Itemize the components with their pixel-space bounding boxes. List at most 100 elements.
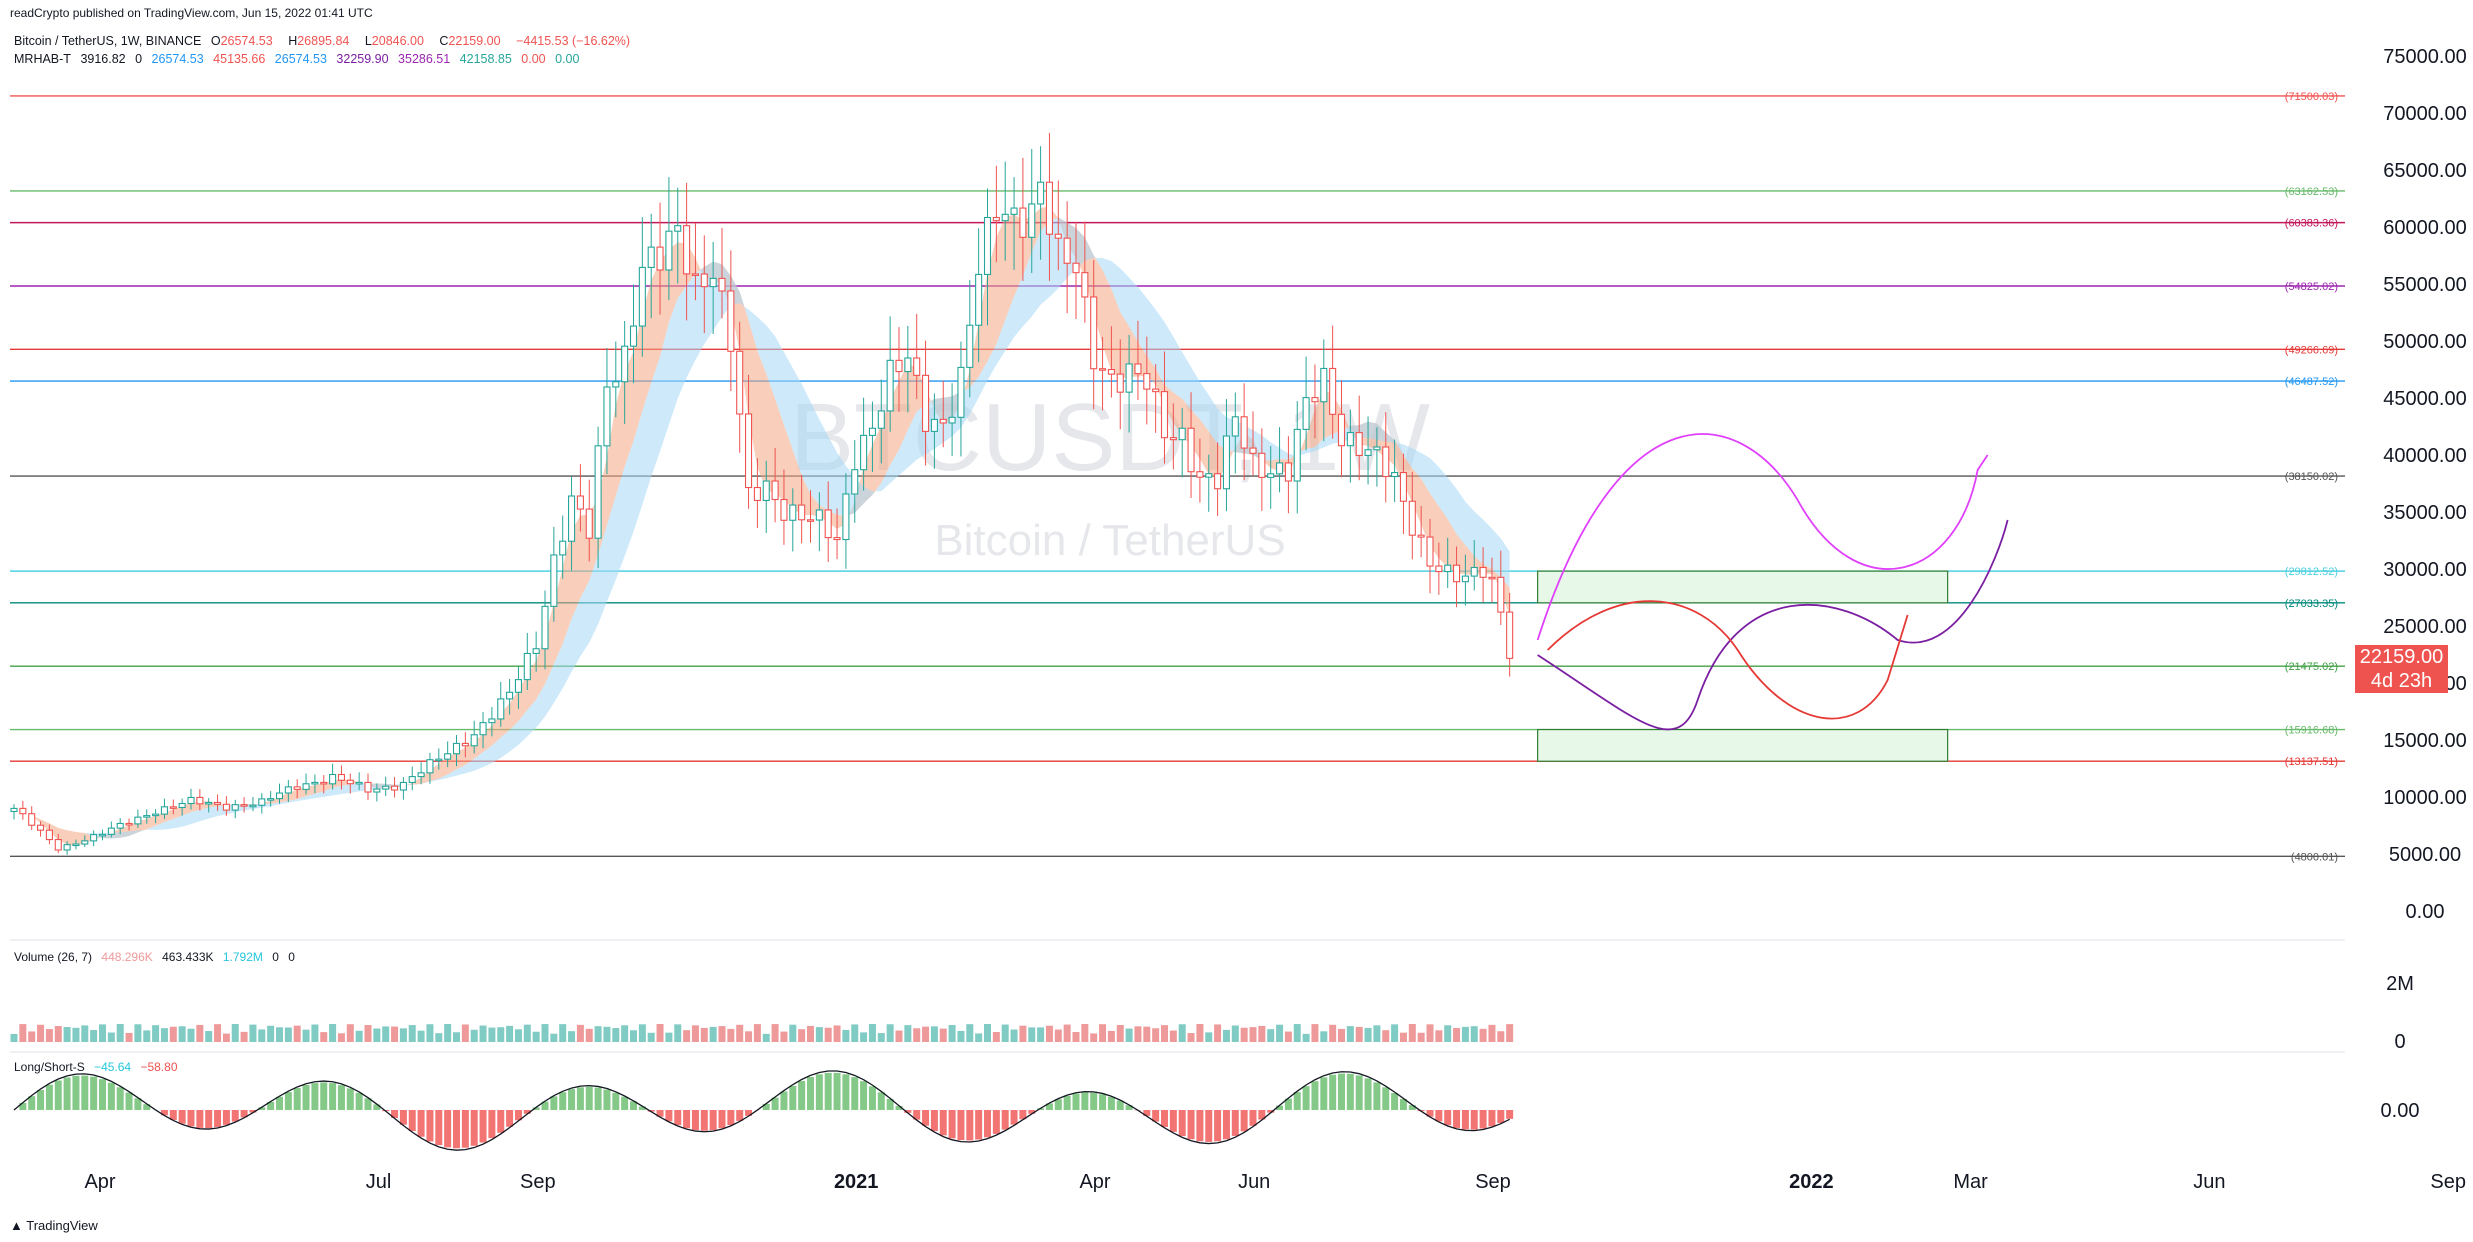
candle-body-54[interactable] bbox=[488, 718, 496, 724]
candle-body-104[interactable] bbox=[930, 418, 938, 432]
candle-body-163[interactable] bbox=[1453, 564, 1461, 583]
candle-body-43[interactable] bbox=[390, 785, 399, 791]
candle-body-61[interactable] bbox=[550, 554, 558, 607]
candle-body-51[interactable] bbox=[461, 742, 469, 747]
candle-body-71[interactable] bbox=[638, 266, 646, 327]
tradingview-logo[interactable]: ▲ TradingView bbox=[10, 1218, 98, 1233]
candle-body-82[interactable] bbox=[736, 350, 744, 415]
candle-body-26[interactable] bbox=[240, 804, 248, 807]
candle-body-17[interactable] bbox=[160, 806, 168, 815]
candle-body-112[interactable] bbox=[1001, 213, 1009, 222]
candle-body-100[interactable] bbox=[895, 359, 903, 373]
candle-body-138[interactable] bbox=[1231, 416, 1239, 437]
candle-body-73[interactable] bbox=[656, 246, 664, 271]
candle-body-45[interactable] bbox=[408, 776, 416, 783]
candle-body-102[interactable] bbox=[913, 357, 921, 376]
candle-body-111[interactable] bbox=[992, 216, 1000, 222]
candle-body-59[interactable] bbox=[532, 648, 540, 655]
candle-body-6[interactable] bbox=[63, 844, 71, 851]
candle-body-114[interactable] bbox=[1019, 207, 1027, 238]
candle-body-23[interactable] bbox=[214, 801, 222, 805]
candle-body-39[interactable] bbox=[355, 781, 363, 785]
candle-body-147[interactable] bbox=[1311, 397, 1319, 403]
candle-body-36[interactable] bbox=[329, 773, 337, 785]
candle-body-96[interactable] bbox=[860, 434, 868, 471]
candle-body-27[interactable] bbox=[249, 804, 257, 808]
candle-body-161[interactable] bbox=[1435, 565, 1443, 573]
candle-body-123[interactable] bbox=[1099, 368, 1107, 371]
candle-body-57[interactable] bbox=[514, 679, 523, 693]
candle-body-152[interactable] bbox=[1355, 432, 1363, 457]
candle-body-159[interactable] bbox=[1417, 534, 1425, 538]
candle-body-169[interactable] bbox=[1506, 611, 1514, 659]
candle-body-85[interactable] bbox=[762, 480, 770, 502]
candle-body-67[interactable] bbox=[603, 386, 611, 447]
resistance-zone[interactable] bbox=[1537, 570, 1949, 604]
projection-curve-upper[interactable] bbox=[1536, 433, 1989, 641]
candle-body-40[interactable] bbox=[364, 781, 372, 793]
candle-body-142[interactable] bbox=[1267, 473, 1275, 478]
candle-body-37[interactable] bbox=[337, 773, 346, 781]
candle-body-77[interactable] bbox=[691, 273, 700, 276]
candle-body-14[interactable] bbox=[134, 816, 142, 825]
candle-body-25[interactable] bbox=[231, 804, 239, 811]
candle-body-55[interactable] bbox=[497, 698, 505, 720]
candle-body-8[interactable] bbox=[81, 840, 89, 845]
candle-body-18[interactable] bbox=[169, 806, 177, 809]
candle-body-19[interactable] bbox=[178, 802, 186, 809]
candle-body-68[interactable] bbox=[612, 381, 620, 388]
candle-body-87[interactable] bbox=[780, 498, 788, 521]
candle-body-91[interactable] bbox=[815, 509, 823, 521]
candle-body-118[interactable] bbox=[1054, 233, 1062, 239]
candle-body-38[interactable] bbox=[346, 779, 354, 785]
candle-body-49[interactable] bbox=[444, 753, 452, 760]
candle-body-58[interactable] bbox=[523, 652, 531, 681]
support-zone[interactable] bbox=[1537, 728, 1949, 762]
candle-body-106[interactable] bbox=[948, 416, 956, 424]
candle-body-95[interactable] bbox=[851, 469, 859, 495]
candle-body-12[interactable] bbox=[116, 822, 124, 829]
candle-body-66[interactable] bbox=[594, 445, 602, 539]
candle-body-60[interactable] bbox=[541, 605, 549, 650]
candle-body-149[interactable] bbox=[1329, 367, 1337, 415]
candle-body-164[interactable] bbox=[1461, 575, 1469, 583]
candle-body-24[interactable] bbox=[222, 803, 230, 811]
candle-body-2[interactable] bbox=[28, 813, 36, 826]
candle-body-32[interactable] bbox=[293, 786, 301, 790]
candle-body-117[interactable] bbox=[1045, 181, 1053, 235]
candle-body-63[interactable] bbox=[567, 495, 576, 542]
candle-body-84[interactable] bbox=[753, 486, 761, 502]
candle-body-52[interactable] bbox=[470, 734, 478, 747]
symbol-legend[interactable]: Bitcoin / TetherUS, 1W, BINANCE O26574.5… bbox=[14, 34, 636, 48]
candle-body-110[interactable] bbox=[983, 216, 992, 276]
candle-body-131[interactable] bbox=[1169, 437, 1177, 441]
candle-body-156[interactable] bbox=[1391, 472, 1399, 478]
candle-body-103[interactable] bbox=[921, 374, 930, 432]
candle-body-158[interactable] bbox=[1408, 500, 1416, 536]
candle-body-141[interactable] bbox=[1258, 452, 1266, 478]
candle-body-70[interactable] bbox=[629, 325, 638, 347]
candle-body-140[interactable] bbox=[1249, 447, 1257, 454]
candle-body-133[interactable] bbox=[1187, 427, 1195, 473]
candle-body-160[interactable] bbox=[1426, 536, 1434, 567]
candle-body-134[interactable] bbox=[1196, 471, 1204, 478]
candle-body-122[interactable] bbox=[1090, 296, 1098, 370]
candle-body-155[interactable] bbox=[1382, 446, 1390, 478]
candle-body-10[interactable] bbox=[98, 833, 107, 837]
candle-body-72[interactable] bbox=[647, 246, 655, 268]
candle-body-116[interactable] bbox=[1037, 181, 1045, 205]
candle-body-7[interactable] bbox=[72, 843, 80, 847]
indicator-legend[interactable]: MRHAB-T 3916.82 0 26574.53 45135.66 2657… bbox=[14, 52, 585, 66]
candle-body-41[interactable] bbox=[373, 788, 381, 793]
candle-body-33[interactable] bbox=[302, 783, 310, 790]
candle-body-78[interactable] bbox=[700, 273, 708, 288]
candle-body-93[interactable] bbox=[833, 537, 841, 541]
candle-body-98[interactable] bbox=[877, 410, 885, 429]
candle-body-16[interactable] bbox=[152, 813, 160, 817]
candle-body-90[interactable] bbox=[806, 519, 815, 522]
candle-body-75[interactable] bbox=[674, 225, 682, 232]
candle-body-20[interactable] bbox=[187, 796, 195, 805]
candle-body-154[interactable] bbox=[1373, 446, 1381, 451]
candle-body-80[interactable] bbox=[718, 277, 726, 292]
candle-body-81[interactable] bbox=[727, 290, 735, 352]
